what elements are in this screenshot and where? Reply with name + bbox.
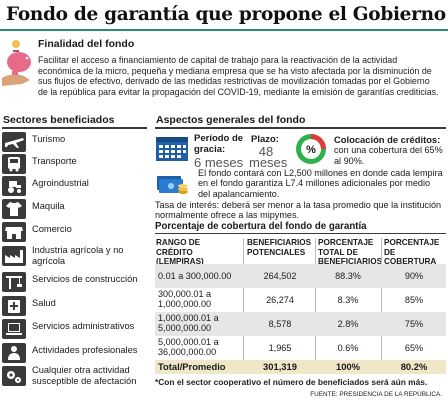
col-header-rango: RANGO DE CRÉDITO (LEMPIRAS)	[156, 238, 204, 267]
title-divider	[0, 29, 448, 31]
aspectos-heading: Aspectos generales del fondo	[156, 114, 306, 126]
gears-icon	[2, 366, 26, 386]
tractor-icon	[2, 176, 26, 196]
page-title: Fondo de garantía que propone el Gobiern…	[6, 4, 446, 25]
total-label: Total/Promedio	[158, 361, 226, 372]
cell-porcentaje: 8.3%	[337, 295, 359, 305]
sectores-rule	[2, 127, 147, 129]
table-row: 5,000,000.01 a 36,000,000.00 1,965 0.6% …	[155, 336, 446, 360]
sector-industria: Industria agrícola y no agrícola	[2, 245, 150, 267]
sector-otra: Cualquier otra actividad susceptible de …	[2, 365, 150, 387]
colocacion-text: con una cobertura del 65% al 90%.	[334, 145, 443, 166]
cell-porcentaje: 88.3%	[335, 271, 361, 281]
table-row: 1,000,000.01 a 5,000,000.00 8,578 2.8% 7…	[155, 312, 446, 336]
cell-rango: 1,000,000.01 a 5,000,000.00	[158, 313, 219, 334]
periodo-value: 6 meses	[194, 155, 244, 170]
plazo-label: Plazo:	[251, 134, 279, 145]
table-note: *Con el sector cooperativo el número de …	[155, 377, 428, 387]
sector-comercio: Comercio	[2, 221, 150, 243]
sector-maquila: Maquila	[2, 198, 150, 220]
sector-salud: Salud	[2, 295, 150, 317]
total-cobertura: 80.2%	[400, 361, 428, 372]
briefcase-icon	[2, 343, 26, 363]
finalidad-text: Facilitar el acceso a financiamiento de …	[38, 55, 439, 97]
cell-beneficiarios: 1,965	[268, 343, 292, 353]
sector-label: Actividades profesionales	[32, 345, 138, 355]
colocacion-title: Colocación de créditos:	[334, 134, 441, 145]
shirt-icon	[2, 199, 26, 219]
sector-transporte: Transporte	[2, 153, 150, 175]
table-title: Porcentaje de cobertura del fondo de gar…	[155, 221, 367, 232]
column-divider	[381, 238, 382, 360]
sectores-heading: Sectores beneficiados	[3, 114, 115, 126]
periodo-label: Período de gracia:	[194, 133, 244, 155]
total-porcentaje: 100%	[336, 361, 360, 372]
sector-label: Maquila	[32, 201, 65, 211]
sector-label: Industria agrícola y no agrícola	[32, 245, 124, 266]
crane-icon	[2, 272, 26, 292]
percent-badge-icon: %	[296, 134, 326, 164]
sector-label: Cualquier otra actividad susceptible de …	[32, 365, 137, 386]
sector-label: Agroindustrial	[32, 178, 89, 188]
cell-cobertura: 65%	[404, 343, 424, 353]
medical-icon	[2, 296, 26, 316]
store-icon	[2, 222, 26, 242]
piggy-bank-hand-icon	[2, 38, 32, 108]
table-title-rule	[155, 233, 446, 234]
fondo-text: El fondo contará con L2,500 millones en …	[198, 168, 443, 199]
table-row: 0.01 a 300,000.00 264,502 88.3% 90%	[155, 264, 446, 288]
source-credit: FUENTE: PRESIDENCIA DE LA REPÚBLICA.	[310, 391, 442, 398]
cell-beneficiarios: 264,502	[263, 271, 297, 281]
cell-porcentaje: 0.6%	[337, 343, 359, 353]
cell-cobertura: 90%	[404, 271, 424, 281]
plane-icon	[2, 132, 26, 152]
sector-administrativos: Servicios administrativos	[2, 318, 150, 340]
col-header-porcentaje-total: PORCENTAJE TOTAL DE BENEFICIARIOS	[318, 238, 383, 267]
sector-construccion: Servicios de construcción	[2, 271, 150, 293]
cell-rango: 0.01 a 300,000.00	[158, 271, 232, 281]
sector-profesionales: Actividades profesionales	[2, 342, 150, 364]
sector-turismo: Turismo	[2, 131, 150, 153]
sector-label: Comercio	[32, 224, 72, 234]
aspectos-rule	[155, 127, 446, 129]
sector-label: Transporte	[32, 156, 77, 166]
laptop-icon	[2, 319, 26, 339]
badge-symbol: %	[306, 144, 316, 156]
sector-label: Turismo	[32, 134, 66, 144]
cell-cobertura: 85%	[404, 295, 424, 305]
finalidad-heading: Finalidad del fondo	[38, 38, 135, 50]
cell-beneficiarios: 8,578	[268, 319, 292, 329]
plazo-unit: meses	[249, 155, 288, 170]
calendar-icon	[156, 137, 188, 161]
table-row: 300,000.01 a 1,000,000.00 26,274 8.3% 85…	[155, 288, 446, 312]
cell-porcentaje: 2.8%	[337, 319, 359, 329]
column-divider	[243, 238, 244, 360]
column-divider	[315, 238, 316, 360]
plazo-number: 48	[258, 144, 274, 159]
total-beneficiarios: 301,319	[263, 361, 297, 372]
money-stack-icon	[157, 176, 188, 194]
col-header-cobertura: PORCENTAJE DE COBERTURA	[384, 238, 440, 267]
table-total-row: Total/Promedio 301,319 100% 80.2%	[155, 360, 446, 374]
sector-agroindustrial: Agroindustrial	[2, 175, 150, 197]
col-header-beneficiarios: BENEFICIARIOS POTENCIALES	[247, 238, 312, 257]
bus-icon	[2, 154, 26, 174]
sector-label: Servicios de construcción	[32, 274, 138, 284]
factory-icon	[2, 246, 26, 266]
cell-rango: 300,000.01 a 1,000,000.00	[158, 289, 212, 310]
sector-label: Servicios administrativos	[32, 321, 135, 331]
cell-beneficiarios: 26,274	[266, 295, 294, 305]
cell-rango: 5,000,000.01 a 36,000,000.00	[158, 337, 219, 358]
tasa-text: Tasa de interés: deberá ser menor a la t…	[155, 200, 442, 221]
sector-label: Salud	[32, 298, 56, 308]
cell-cobertura: 75%	[404, 319, 424, 329]
